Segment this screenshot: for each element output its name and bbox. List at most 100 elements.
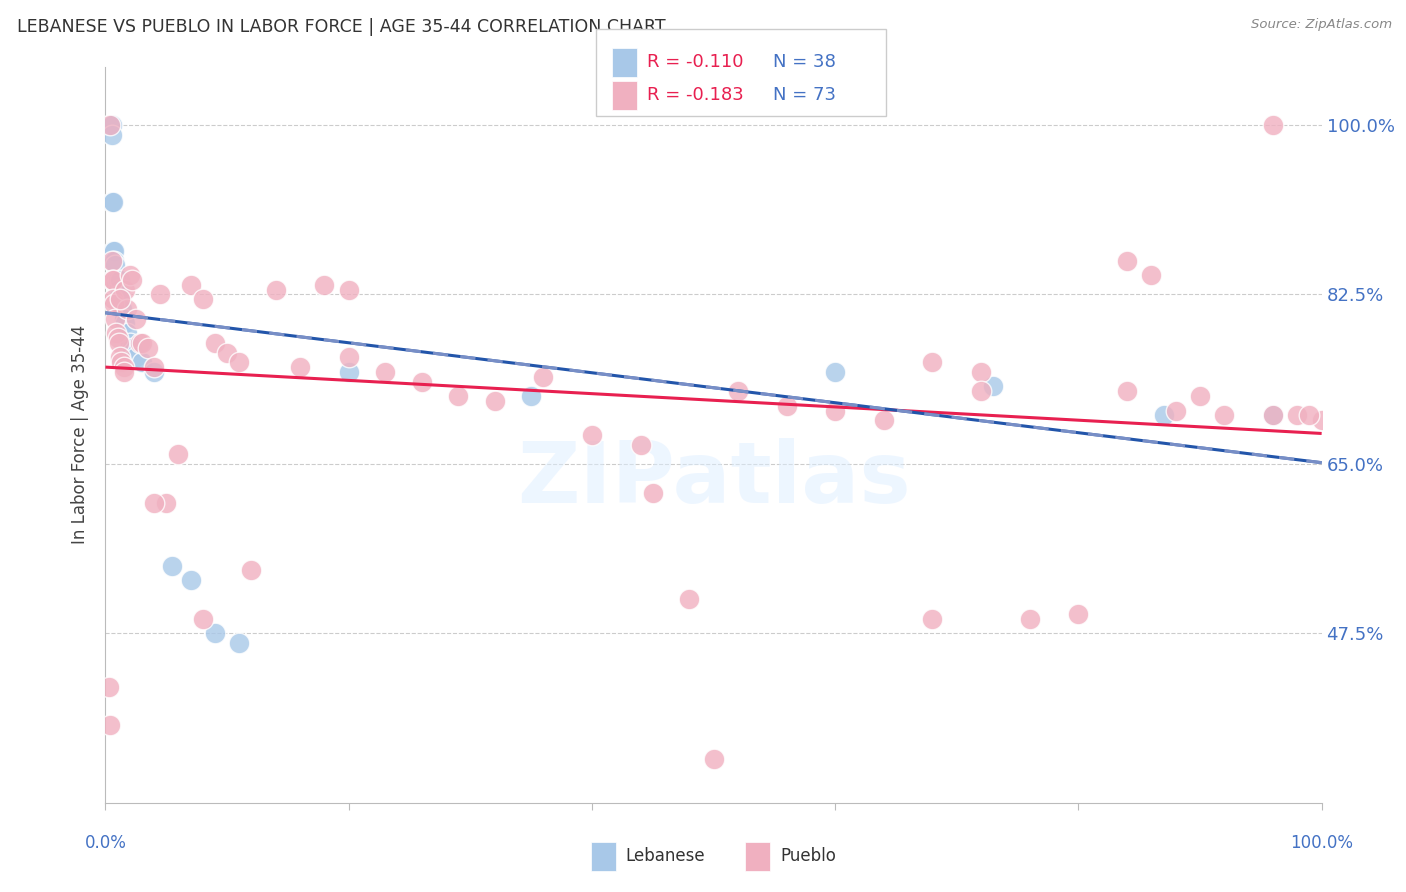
Text: LEBANESE VS PUEBLO IN LABOR FORCE | AGE 35-44 CORRELATION CHART: LEBANESE VS PUEBLO IN LABOR FORCE | AGE …	[17, 18, 665, 36]
Point	[100, 273, 122, 287]
Point	[131, 335, 153, 350]
Point	[641, 486, 664, 500]
Point	[101, 293, 124, 307]
Point	[108, 273, 131, 287]
Point	[118, 335, 141, 350]
Text: 0.0%: 0.0%	[84, 834, 127, 852]
Point	[128, 335, 150, 350]
Point	[108, 293, 131, 307]
Text: R = -0.183: R = -0.183	[647, 87, 744, 104]
Point	[112, 311, 135, 326]
Point	[204, 335, 226, 350]
Point	[228, 355, 250, 369]
Point	[114, 283, 136, 297]
Point	[105, 273, 128, 287]
Point	[1116, 384, 1139, 399]
Point	[1298, 409, 1320, 423]
Point	[111, 301, 134, 316]
Point	[921, 355, 943, 369]
Point	[104, 259, 127, 273]
Point	[155, 495, 177, 509]
Point	[108, 351, 131, 365]
Point	[288, 360, 311, 375]
Point	[107, 331, 129, 345]
Point	[531, 369, 554, 384]
Point	[970, 384, 993, 399]
Point	[191, 612, 214, 626]
Point	[981, 379, 1004, 393]
Point	[107, 283, 129, 297]
Point	[337, 283, 360, 297]
Point	[970, 365, 993, 379]
Text: N = 38: N = 38	[773, 54, 837, 71]
Point	[100, 128, 122, 142]
Text: R = -0.110: R = -0.110	[647, 54, 744, 71]
Point	[112, 360, 135, 375]
Point	[411, 375, 433, 389]
Point	[149, 287, 172, 301]
Point	[484, 394, 506, 409]
Point	[1261, 409, 1284, 423]
Point	[143, 360, 166, 375]
Point	[136, 341, 159, 355]
Point	[180, 573, 202, 587]
Point	[167, 447, 190, 461]
Point	[100, 118, 122, 132]
Point	[125, 311, 148, 326]
Point	[125, 351, 148, 365]
Text: Source: ZipAtlas.com: Source: ZipAtlas.com	[1251, 18, 1392, 31]
Point	[1116, 253, 1139, 268]
Point	[678, 592, 700, 607]
Point	[204, 626, 226, 640]
Point	[110, 355, 132, 369]
Point	[1153, 409, 1175, 423]
Point	[228, 636, 250, 650]
Point	[1261, 409, 1284, 423]
Text: ZIPatlas: ZIPatlas	[516, 437, 911, 521]
Point	[110, 293, 132, 307]
Point	[921, 612, 943, 626]
Point	[1286, 409, 1309, 423]
Point	[103, 253, 125, 268]
Point	[337, 351, 360, 365]
Text: 100.0%: 100.0%	[1291, 834, 1353, 852]
Point	[727, 384, 749, 399]
Point	[191, 293, 214, 307]
Point	[1189, 389, 1212, 403]
Point	[114, 317, 136, 331]
Point	[240, 563, 263, 577]
Point	[121, 273, 143, 287]
Point	[1018, 612, 1040, 626]
Point	[1261, 118, 1284, 132]
Point	[104, 273, 127, 287]
Point	[1140, 268, 1163, 282]
Point	[98, 118, 121, 132]
Point	[131, 355, 153, 369]
Point	[108, 287, 131, 301]
Point	[104, 311, 127, 326]
Point	[112, 365, 135, 379]
Point	[108, 287, 131, 301]
Point	[101, 195, 124, 210]
Point	[824, 403, 846, 417]
Point	[374, 365, 396, 379]
Point	[103, 297, 125, 311]
Point	[824, 365, 846, 379]
Text: Lebanese: Lebanese	[626, 847, 706, 865]
Point	[100, 253, 122, 268]
Point	[143, 365, 166, 379]
Point	[873, 413, 896, 427]
Point	[101, 244, 124, 258]
Point	[702, 752, 725, 766]
Point	[121, 341, 143, 355]
Point	[108, 335, 131, 350]
Point	[775, 399, 797, 413]
Point	[118, 268, 141, 282]
Point	[98, 680, 121, 694]
Point	[117, 301, 139, 316]
Point	[630, 437, 652, 451]
Point	[264, 283, 287, 297]
Text: Pueblo: Pueblo	[780, 847, 837, 865]
Point	[217, 345, 239, 359]
Point	[162, 558, 184, 573]
